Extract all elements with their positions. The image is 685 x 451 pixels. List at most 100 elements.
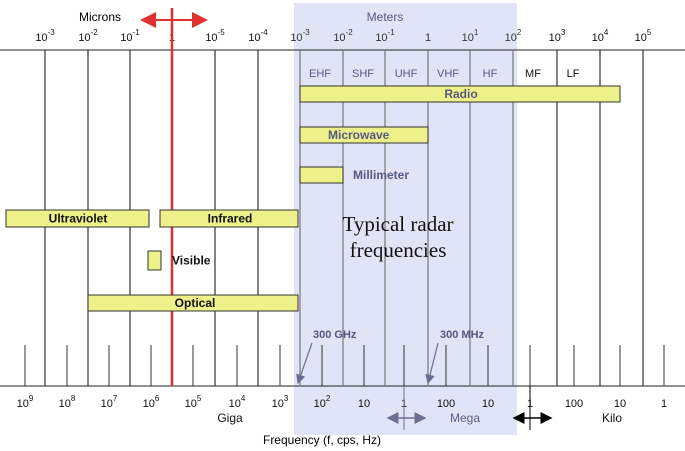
- bottom-scale-label-exp: 7: [113, 394, 118, 403]
- bottom-scale-label-base: 10: [358, 398, 370, 410]
- top-scale-label-base: 10: [592, 32, 604, 44]
- band-bar: [299, 126, 429, 144]
- top-scale-label: 103: [549, 28, 566, 44]
- bottom-scale-label: 109: [17, 394, 34, 410]
- top-scale-label: 10-1: [375, 28, 395, 44]
- band-label: UHF: [395, 68, 418, 80]
- band-label: LF: [567, 68, 580, 80]
- annotation-arrow: [425, 342, 439, 385]
- top-scale-label: 10-2: [78, 28, 98, 44]
- band-bar: [147, 250, 162, 271]
- bottom-scale-label: 105: [185, 394, 202, 410]
- bottom-scale-label-base: 10: [17, 398, 29, 410]
- top-scale-label-base: 10: [78, 32, 90, 44]
- band-label: HF: [483, 68, 498, 80]
- top-scale-label-base: 10: [35, 32, 47, 44]
- meters-label: Meters: [367, 10, 404, 24]
- axis-title: Frequency (f, cps, Hz): [263, 433, 381, 447]
- top-scale-label-exp: -2: [91, 28, 99, 37]
- bottom-scale-label-exp: 4: [241, 394, 246, 403]
- bottom-scale-label: 103: [272, 394, 289, 410]
- frequency-annotation: 300 MHz: [440, 329, 485, 341]
- top-scale-label: 104: [592, 28, 609, 44]
- radar-text: frequencies: [350, 238, 447, 262]
- bottom-scale-label: 10: [482, 398, 494, 410]
- bottom-scale-label-base: 10: [272, 398, 284, 410]
- top-scale-label: 1: [425, 32, 431, 44]
- bottom-scale-label-base: 10: [59, 398, 71, 410]
- band-label: VHF: [437, 68, 459, 80]
- unit-label: Mega: [450, 411, 480, 425]
- bottom-scale-label-exp: 5: [197, 394, 202, 403]
- band-bar: [299, 85, 621, 103]
- band-bar: [87, 294, 299, 312]
- bottom-scale-label-base: 10: [314, 398, 326, 410]
- top-scale-label-base: 10: [290, 32, 302, 44]
- bottom-scale-label: 108: [59, 394, 76, 410]
- bottom-scale-label: 106: [143, 394, 160, 410]
- band-bar: [159, 209, 299, 228]
- annotation-arrow: [296, 342, 313, 385]
- top-scale-label: 10-2: [333, 28, 353, 44]
- top-scale-label: 10-4: [248, 28, 268, 44]
- bottom-scale-label-base: 100: [565, 398, 583, 410]
- top-scale-label-exp: -5: [218, 28, 226, 37]
- top-scale-label-base: 10: [505, 32, 517, 44]
- top-scale-label-exp: -4: [261, 28, 269, 37]
- top-scale-label-exp: -1: [388, 28, 396, 37]
- top-scale-label: 10-3: [35, 28, 55, 44]
- top-scale-label-exp: -3: [48, 28, 56, 37]
- radar-text: Typical radar: [342, 212, 453, 236]
- top-scale-label-exp: 5: [647, 28, 652, 37]
- top-scale-label-base: 10: [462, 32, 474, 44]
- top-scale-label: 101: [462, 28, 479, 44]
- bottom-scale-label-exp: 6: [155, 394, 160, 403]
- bottom-scale-label-base: 10: [101, 398, 113, 410]
- top-scale-label-exp: 4: [604, 28, 609, 37]
- bar-label: Ultraviolet: [49, 212, 108, 226]
- unit-label: Kilo: [602, 411, 622, 425]
- bottom-scale-label-base: 10: [185, 398, 197, 410]
- bottom-scale-label-base: 100: [437, 398, 455, 410]
- bottom-scale-label: 100: [437, 398, 455, 410]
- bottom-scale-label-exp: 3: [284, 394, 289, 403]
- band-label: EHF: [309, 68, 331, 80]
- band-bar: [5, 209, 150, 228]
- bar-label: Microwave: [328, 128, 390, 142]
- bottom-scale-label-exp: 2: [326, 394, 331, 403]
- bottom-scale-label-base: 10: [482, 398, 494, 410]
- bottom-scale-label: 100: [565, 398, 583, 410]
- bar-label: Millimeter: [353, 168, 409, 182]
- bottom-scale-label-exp: 9: [29, 394, 34, 403]
- frequency-annotation: 300 GHz: [313, 329, 357, 341]
- top-scale-label-exp: -1: [133, 28, 141, 37]
- top-scale-label-base: 10: [549, 32, 561, 44]
- bottom-scale-label-base: 10: [143, 398, 155, 410]
- bar-label: Infrared: [208, 212, 253, 226]
- bottom-scale-label: 102: [314, 394, 331, 410]
- top-scale-label: 102: [505, 28, 522, 44]
- bottom-scale-label: 10: [614, 398, 626, 410]
- bottom-scale-label-base: 1: [661, 398, 667, 410]
- radar-region: [294, 3, 517, 435]
- top-scale-label-base: 10: [120, 32, 132, 44]
- top-scale-label: 10-5: [205, 28, 225, 44]
- top-scale-label-exp: 3: [561, 28, 566, 37]
- top-scale-label-exp: 2: [517, 28, 522, 37]
- bottom-scale-label: 104: [229, 394, 246, 410]
- top-scale-label-base: 10: [635, 32, 647, 44]
- bottom-scale-label: 107: [101, 394, 118, 410]
- bottom-scale-label: 1: [661, 398, 667, 410]
- bottom-scale-label-exp: 8: [71, 394, 76, 403]
- top-scale-label-base: 10: [248, 32, 260, 44]
- band-bar: [299, 166, 344, 184]
- top-scale-label-exp: -3: [303, 28, 311, 37]
- unit-label: Giga: [217, 411, 243, 425]
- top-scale-label-base: 10: [375, 32, 387, 44]
- top-scale-label: 10-1: [120, 28, 140, 44]
- top-scale-label-exp: -2: [346, 28, 354, 37]
- bottom-scale-label: 10: [358, 398, 370, 410]
- bar-label: Visible: [172, 254, 211, 268]
- bar-label: Optical: [175, 296, 216, 310]
